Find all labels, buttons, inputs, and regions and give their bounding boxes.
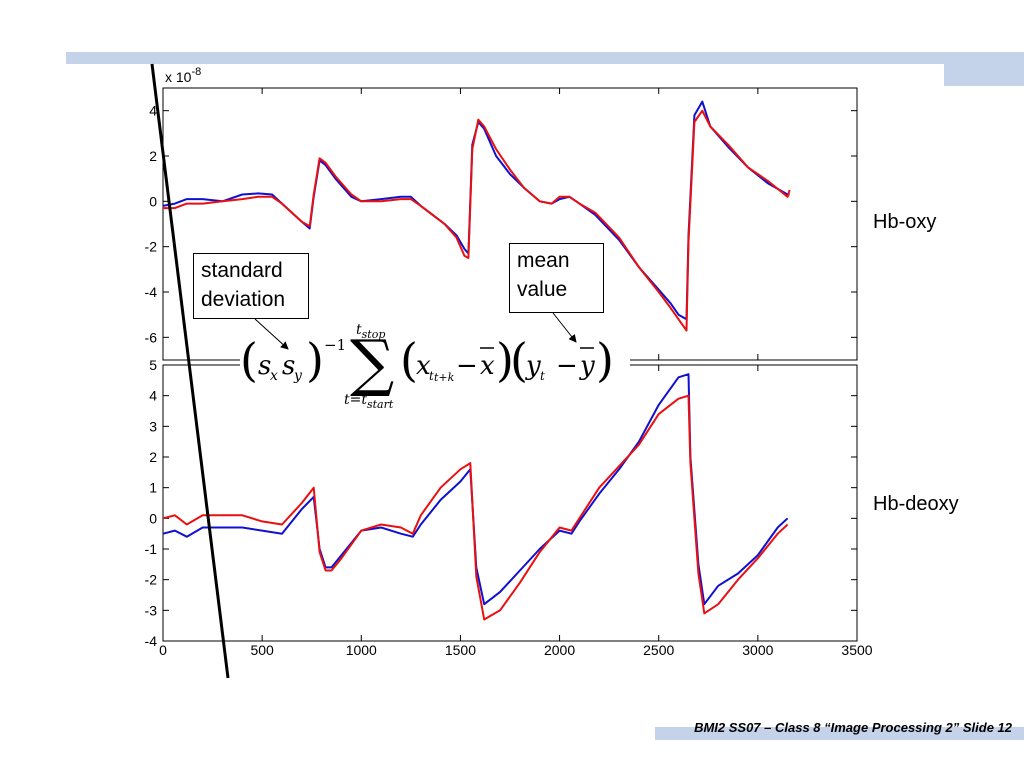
formula-exponent: −1: [324, 336, 346, 354]
y-tick-label: -4: [145, 633, 158, 649]
x-tick-label: 0: [159, 642, 167, 658]
correlation-formula: ( s x s y ) −1 ∑ tstop t=tstart ( x t t+…: [240, 318, 630, 418]
x-tick-label: 500: [250, 642, 274, 658]
x-tick-label: 3000: [742, 642, 773, 658]
formula-paren2-left: (: [400, 333, 418, 387]
y-tick-label: 0: [149, 193, 157, 209]
label-hb-deoxy: Hb-deoxy: [873, 493, 959, 515]
formula-x-sub-t: t: [429, 369, 434, 383]
y-tick-label: 2: [149, 449, 157, 465]
y-tick-label: -3: [145, 602, 158, 618]
formula-sx: s: [258, 351, 271, 381]
y-tick-label: -1: [145, 541, 158, 557]
y-tick-label: 5: [149, 357, 157, 373]
y-tick-label: -4: [145, 284, 158, 300]
y-tick-label: -6: [145, 329, 158, 345]
y-tick-label: -2: [145, 572, 158, 588]
formula-paren-right: ): [306, 333, 324, 387]
formula-paren3-right: ): [596, 333, 614, 387]
y-tick-label: -2: [145, 239, 158, 255]
formula-upper-limit: tstop: [356, 322, 385, 341]
formula-sy-sub: y: [293, 368, 303, 384]
arrow-mean: [552, 312, 577, 343]
formula-x: x: [416, 351, 431, 381]
slanted-line: [150, 63, 230, 679]
x-tick-label: 1500: [445, 642, 476, 658]
formula-sy: s: [282, 351, 295, 381]
footer-bar: [655, 727, 1024, 740]
formula-xbar: x: [480, 351, 495, 381]
series-line-red: [163, 109, 791, 332]
header-bar-block: [944, 52, 1024, 86]
series-line-red: [162, 394, 789, 621]
y-tick-label: 4: [149, 103, 157, 119]
formula-y: y: [525, 351, 541, 381]
y-tick-label: 4: [149, 388, 157, 404]
y-tick-label: 0: [149, 510, 157, 526]
formula-paren3-left: (: [510, 333, 528, 387]
callout-mean-line2: value: [517, 278, 568, 301]
callout-std-line2: deviation: [201, 288, 286, 311]
formula-sx-sub: x: [270, 368, 278, 384]
slide-footer: BMI2 SS07 – Class 8 “Image Processing 2”…: [694, 720, 1012, 735]
arrow-std: [254, 318, 289, 350]
formula-minus-2: −: [556, 351, 578, 381]
formula-y-sub: t: [540, 369, 545, 383]
formula-paren2-right: ): [496, 333, 514, 387]
y-tick-label: 2: [149, 148, 157, 164]
callout-mean-line1: mean: [517, 249, 570, 272]
callout-mean-value: mean value: [509, 243, 604, 313]
x-tick-label: 1000: [346, 642, 377, 658]
x-tick-label: 3500: [841, 642, 872, 658]
formula-paren-left: (: [240, 333, 258, 387]
callout-std-line1: standard: [201, 259, 283, 282]
y-tick-label: 1: [149, 480, 157, 496]
x-tick-label: 2500: [643, 642, 674, 658]
formula-lower-limit: t=tstart: [344, 392, 394, 411]
y-tick-label: 3: [149, 418, 157, 434]
callout-standard-deviation: standard deviation: [193, 253, 309, 319]
x-tick-label: 2000: [544, 642, 575, 658]
formula-sigma: ∑: [350, 326, 394, 399]
formula-ybar: y: [579, 351, 595, 381]
formula-minus-1: −: [456, 351, 478, 381]
formula-lag-subscript: t+k: [434, 371, 455, 384]
label-hb-oxy: Hb-oxy: [873, 211, 937, 233]
header-bar: [66, 52, 1024, 64]
